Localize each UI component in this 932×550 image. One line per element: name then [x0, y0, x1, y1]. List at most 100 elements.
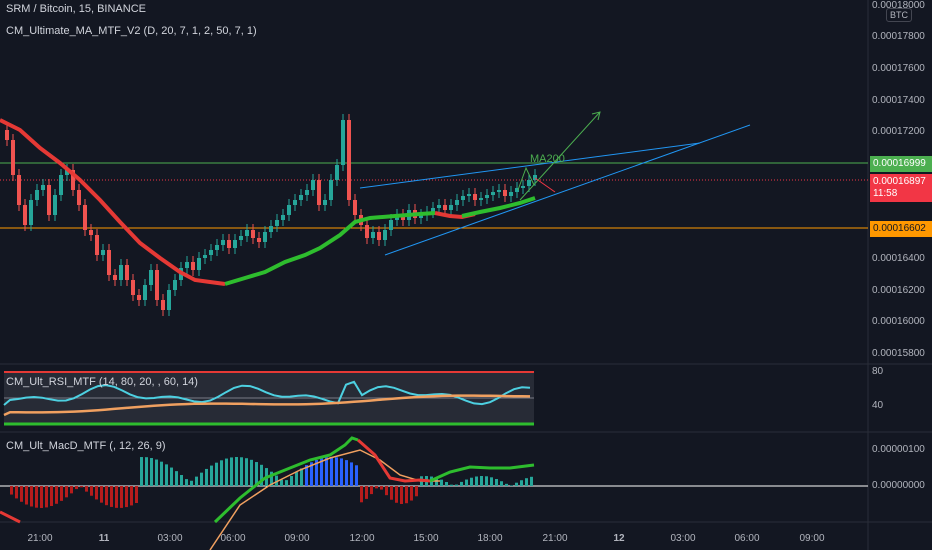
macd-bar	[305, 465, 308, 486]
rsi-tick-80: 80	[872, 366, 884, 377]
candle-body	[479, 198, 483, 200]
macd-bar	[520, 480, 523, 486]
macd-bar	[380, 486, 383, 490]
price-tick: 0.00017600	[872, 63, 925, 74]
ma-indicator-legend[interactable]: CM_Ultimate_MA_MTF_V2 (D, 20, 7, 1, 2, 5…	[6, 25, 257, 37]
macd-bar	[55, 486, 58, 504]
candle-body	[41, 185, 45, 190]
candle-body	[305, 190, 309, 195]
time-tick: 09:00	[284, 533, 310, 544]
candle-body	[515, 188, 519, 192]
candle-body	[89, 230, 93, 235]
candle-body	[11, 140, 15, 175]
candle-body	[155, 270, 159, 300]
macd-bar	[20, 486, 23, 502]
candle-body	[203, 255, 207, 258]
current-price-badge: 0.00016897 11:58	[870, 174, 932, 202]
macd-bar	[485, 476, 488, 486]
macd-bar	[290, 476, 293, 486]
macd-bar	[435, 477, 438, 486]
macd-bar	[160, 461, 163, 486]
rsi-legend[interactable]: CM_Ult_RSI_MTF (14, 80, 20, , 60, 14)	[6, 376, 198, 388]
macd-bar	[255, 462, 258, 486]
trendline-upper[interactable]	[359, 142, 701, 189]
candle-body	[23, 205, 27, 225]
ma-line-green-2	[461, 196, 536, 218]
candle-body	[107, 250, 111, 275]
forecast-arrow-down[interactable]	[534, 177, 556, 193]
candle-body	[281, 215, 285, 220]
macd-bar	[95, 486, 98, 500]
candle-body	[233, 240, 237, 248]
macd-bar	[235, 457, 238, 486]
candle-body	[227, 240, 231, 248]
candle-body	[509, 192, 513, 196]
macd-bar	[230, 457, 233, 486]
macd-bar	[405, 486, 408, 504]
rsi-line	[3, 380, 531, 406]
macd-bar	[450, 484, 453, 486]
macd-bar	[260, 464, 263, 486]
macd-line-green-2	[429, 463, 535, 483]
macd-histogram	[10, 457, 533, 508]
candle-series	[5, 114, 537, 316]
candle-body	[221, 240, 225, 245]
rsi-tick-40: 40	[872, 400, 884, 411]
candle-body	[365, 225, 369, 238]
macd-bar	[100, 486, 103, 503]
macd-bar	[190, 480, 193, 486]
candle-body	[113, 275, 117, 280]
macd-tick-zero: 0.00000000	[872, 480, 925, 491]
candle-body	[353, 200, 357, 215]
macd-bar	[120, 486, 123, 508]
macd-bar	[165, 464, 168, 486]
price-tick: 0.00018000	[872, 0, 925, 11]
trendline-lower[interactable]	[384, 124, 751, 256]
macd-legend-text: CM_Ult_MacD_MTF (, 12, 26, 9)	[6, 440, 166, 452]
symbol-legend[interactable]: SRM / Bitcoin, 15, BINANCE	[6, 3, 146, 15]
forecast-arrow-up[interactable]	[519, 111, 601, 201]
macd-bar	[175, 471, 178, 486]
macd-bar	[75, 486, 78, 490]
macd-bar	[440, 479, 443, 486]
macd-bar	[70, 486, 73, 494]
candle-body	[47, 185, 51, 215]
macd-bar	[455, 484, 458, 486]
macd-bar	[340, 458, 343, 486]
time-tick: 03:00	[670, 533, 696, 544]
time-tick: 15:00	[413, 533, 439, 544]
candle-body	[347, 120, 351, 200]
candle-body	[149, 270, 153, 285]
candle-body	[473, 194, 477, 200]
candle-body	[299, 195, 303, 200]
rsi-signal-line	[3, 394, 531, 417]
macd-bar	[195, 476, 198, 486]
macd-bar	[50, 486, 53, 507]
candle-body	[17, 175, 21, 205]
candle-body	[383, 230, 387, 240]
macd-line-red	[357, 438, 431, 483]
candle-body	[191, 262, 195, 270]
bar-countdown: 11:58	[873, 188, 898, 199]
macd-signal-line	[209, 449, 440, 550]
candle-body	[167, 290, 171, 310]
currency-tag[interactable]: BTC	[886, 8, 912, 22]
time-tick: 12:00	[349, 533, 375, 544]
macd-bar	[370, 486, 373, 495]
macd-legend[interactable]: CM_Ult_MacD_MTF (, 12, 26, 9)	[6, 440, 166, 452]
candle-body	[287, 205, 291, 215]
candle-body	[215, 245, 219, 250]
candle-body	[467, 194, 471, 196]
macd-tick: 0.00000100	[872, 444, 925, 455]
time-tick: 12	[613, 533, 625, 544]
ma-line-red	[0, 118, 226, 286]
macd-line-green	[213, 436, 359, 524]
macd-bar	[115, 486, 118, 508]
macd-bar	[465, 479, 468, 486]
macd-bar	[350, 462, 353, 486]
rsi-legend-text: CM_Ult_RSI_MTF (14, 80, 20, , 60, 14)	[6, 376, 198, 388]
candle-body	[83, 205, 87, 230]
price-tick: 0.00017200	[872, 126, 925, 137]
